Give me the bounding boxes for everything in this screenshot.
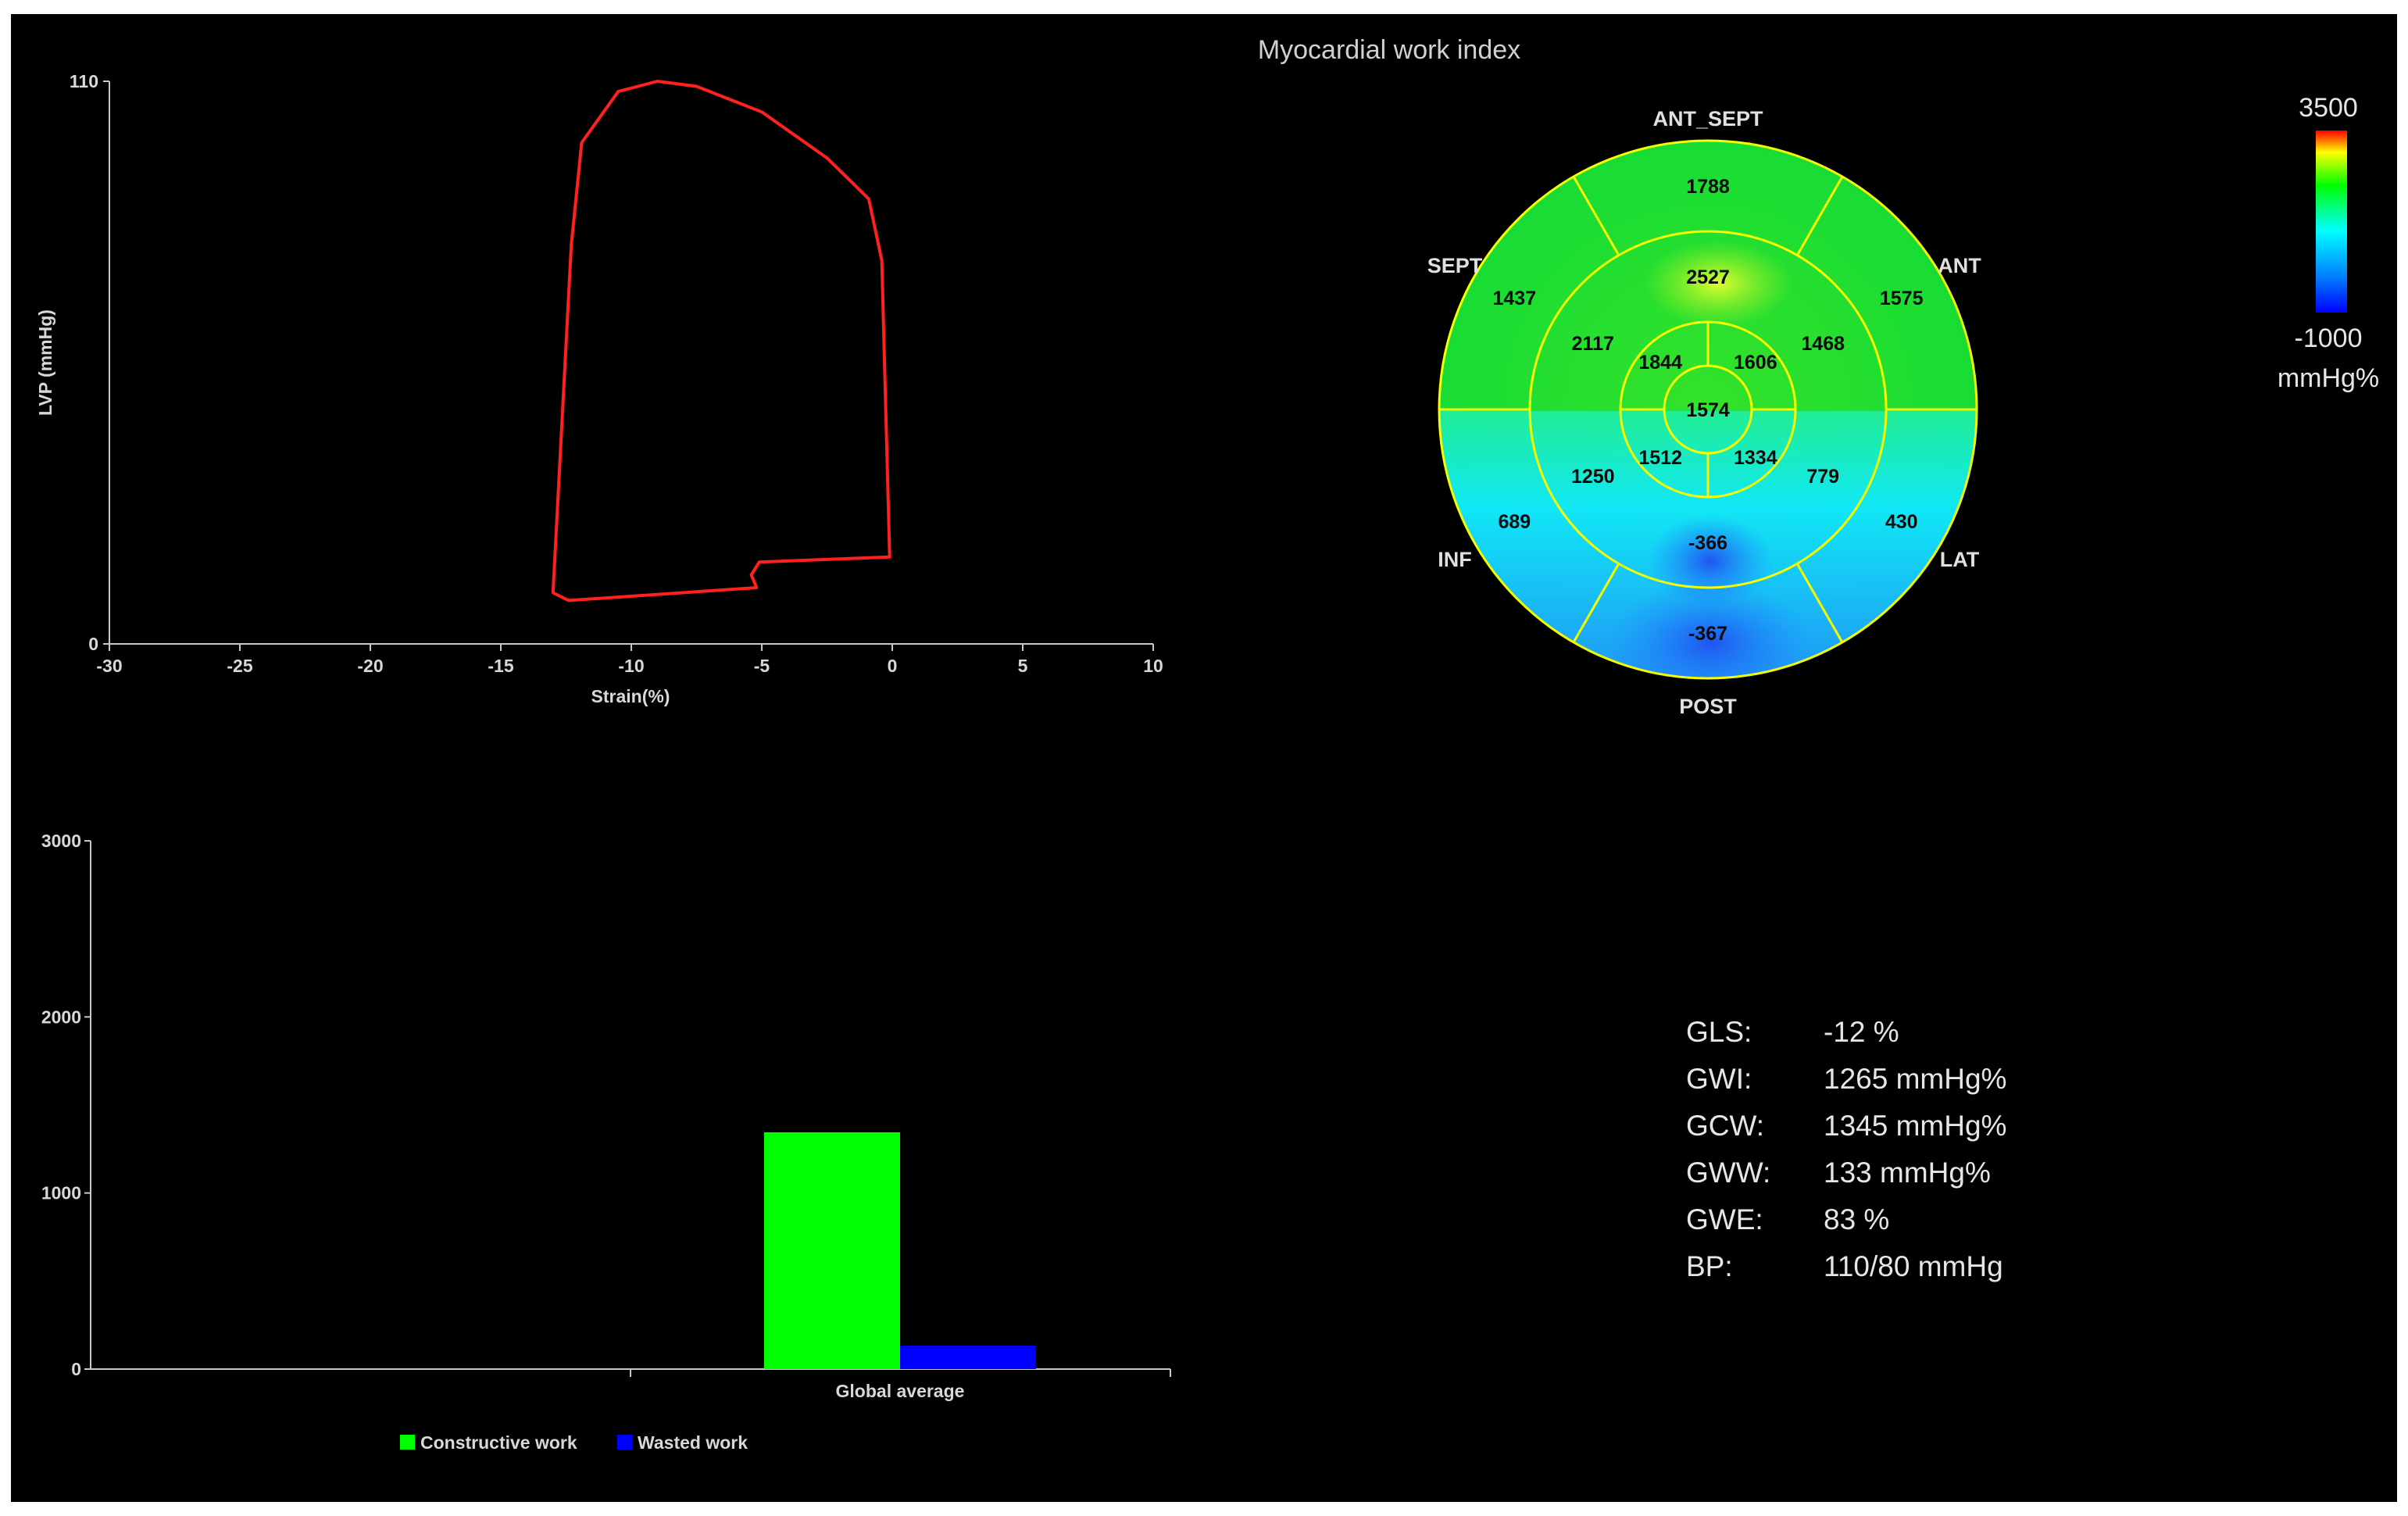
segment-value-mid: 1250 (1571, 466, 1615, 488)
segment-value-mid: 1468 (1801, 333, 1845, 355)
stat-value-gcw: 1345 mmHg% (1824, 1110, 2006, 1142)
wall-label-post: POST (1679, 695, 1737, 718)
loop-x-tick-label: 0 (888, 656, 898, 676)
stat-value-bp: 110/80 mmHg (1824, 1250, 2003, 1282)
segment-value-basal: 689 (1498, 511, 1531, 533)
loop-x-tick-label: -10 (618, 656, 644, 676)
bar-y-tick-label: 3000 (41, 831, 81, 851)
legend-label-wasted: Wasted work (638, 1432, 748, 1453)
pressure-strain-loop-chart: -30 -25 -20 -15 -10 -5 0 5 10 110 0 Strain(%) LV… (35, 71, 1163, 706)
loop-y-tick-label-110: 110 (70, 71, 98, 91)
bar-category-label: Global average (836, 1381, 965, 1401)
legend-swatch-constructive (400, 1435, 415, 1450)
loop-y-tick-label-0: 0 (88, 634, 98, 654)
loop-x-axis-label: Strain(%) (591, 686, 670, 706)
loop-x-tick-label: 10 (1143, 656, 1163, 676)
loop-x-tick-label: -30 (96, 656, 122, 676)
stat-key-gcw: GCW: (1686, 1110, 1764, 1142)
wall-label-inf: INF (1438, 548, 1472, 571)
bar-wasted-work (900, 1346, 1036, 1369)
work-bar-chart: 3000 2000 1000 0 Global average Constructiv… (41, 831, 1171, 1453)
wall-label-sept: SEPT (1427, 254, 1483, 277)
stat-value-gls: -12 % (1824, 1016, 1899, 1048)
bullseye-segment-values: 1788 1575 430 -367 689 1437 2527 1468 779 -366 125… (1493, 176, 1924, 645)
color-scale-bar (2316, 131, 2347, 313)
segment-value-mid: 2527 (1686, 266, 1730, 288)
bar-series (764, 1132, 1036, 1369)
loop-x-ticks: -30 -25 -20 -15 -10 -5 0 5 10 (96, 644, 1163, 676)
stat-key-gwe: GWE: (1686, 1203, 1763, 1235)
loop-x-tick-label: 5 (1018, 656, 1028, 676)
stat-key-gwi: GWI: (1686, 1063, 1752, 1095)
segment-value-apical: 1844 (1638, 352, 1682, 374)
segment-value-apical: 1512 (1638, 447, 1682, 469)
bullseye-hot-spot (1644, 241, 1792, 327)
legend-swatch-wasted (617, 1435, 632, 1450)
segment-value-basal: 1575 (1880, 288, 1924, 309)
wall-label-ant-sept: ANT_SEPT (1652, 107, 1763, 131)
stat-value-gww: 133 mmHg% (1824, 1157, 1991, 1189)
bullseye-plot: 1788 1575 430 -367 689 1437 2527 1468 779 -366 125… (1427, 107, 1982, 718)
segment-value-apex: 1574 (1686, 399, 1730, 421)
stat-key-gww: GWW: (1686, 1157, 1770, 1189)
bar-legend: Constructive work Wasted work (400, 1432, 748, 1453)
loop-x-tick-label: -5 (754, 656, 770, 676)
color-scale: 3500 -1000 mmHg% (2278, 93, 2379, 393)
global-stats: GLS: -12 % GWI: 1265 mmHg% GCW: 1345 mmH… (1686, 1016, 2006, 1282)
bar-constructive-work (764, 1132, 900, 1369)
stat-key-bp: BP: (1686, 1250, 1733, 1282)
wall-label-ant: ANT (1938, 254, 1981, 277)
wall-label-lat: LAT (1940, 548, 1980, 571)
color-scale-min: -1000 (2295, 324, 2363, 353)
segment-value-mid: -366 (1688, 532, 1727, 554)
pressure-strain-loop-line (551, 80, 891, 602)
stat-value-gwe: 83 % (1824, 1203, 1889, 1235)
page-title: Myocardial work index (1258, 35, 1520, 65)
legend-label-constructive: Constructive work (420, 1432, 577, 1453)
loop-x-tick-label: -15 (488, 656, 513, 676)
myocardial-work-panel: Myocardial work index -30 -25 -20 -15 -10 -5 0… (11, 14, 2397, 1502)
bar-y-tick-label: 2000 (41, 1006, 81, 1027)
bar-y-ticks: 3000 2000 1000 0 (41, 831, 91, 1379)
segment-value-mid: 2117 (1572, 333, 1614, 355)
stat-value-gwi: 1265 mmHg% (1824, 1063, 2006, 1095)
bullseye-grid (1438, 139, 1978, 680)
bar-y-tick-label: 1000 (41, 1183, 81, 1203)
loop-x-tick-label: -20 (357, 656, 383, 676)
segment-value-basal: -367 (1688, 623, 1727, 645)
color-scale-max: 3500 (2299, 93, 2358, 123)
loop-x-tick-label: -25 (227, 656, 252, 676)
segment-value-apical: 1606 (1734, 352, 1777, 374)
segment-value-basal: 430 (1885, 511, 1918, 533)
loop-y-axis-label: LVP (mmHg) (35, 309, 55, 416)
color-scale-unit: mmHg% (2278, 363, 2379, 393)
segment-value-mid: 779 (1806, 466, 1839, 488)
bar-y-tick-label: 0 (71, 1359, 81, 1379)
segment-value-basal: 1788 (1686, 176, 1730, 198)
myocardial-work-view: Myocardial work index -30 -25 -20 -15 -10 -5 0… (35, 35, 2379, 1453)
segment-value-basal: 1437 (1493, 288, 1537, 309)
stat-key-gls: GLS: (1686, 1016, 1752, 1048)
segment-value-apical: 1334 (1734, 447, 1777, 469)
